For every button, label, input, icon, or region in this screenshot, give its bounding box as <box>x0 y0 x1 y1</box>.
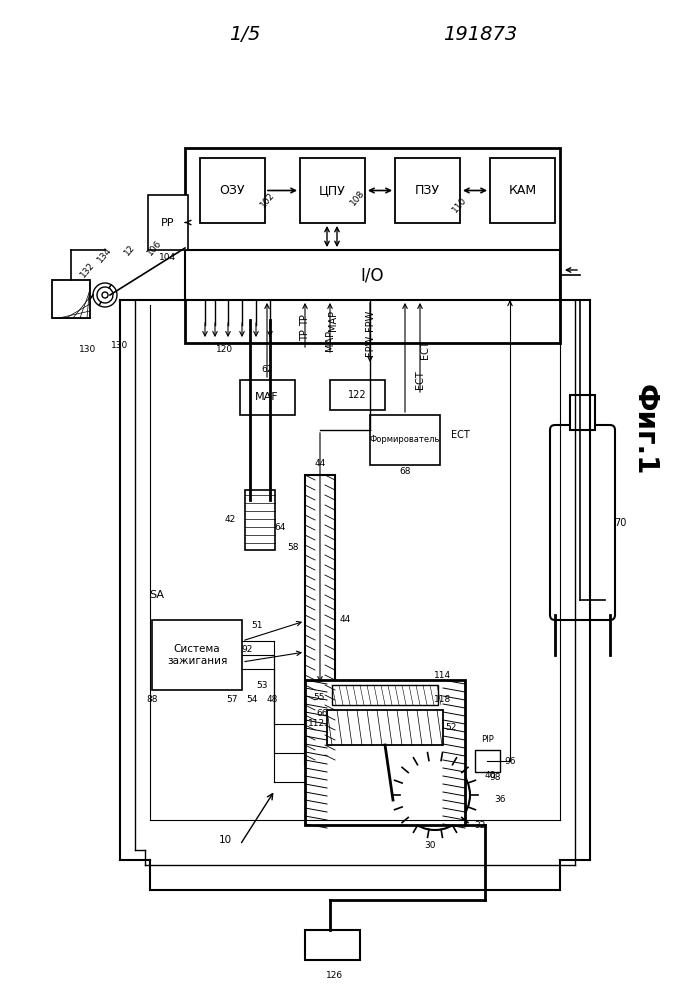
Text: 51: 51 <box>251 620 262 629</box>
Text: ECT: ECT <box>415 371 425 390</box>
Circle shape <box>102 292 108 298</box>
Text: 53: 53 <box>256 680 267 689</box>
Text: 70: 70 <box>614 517 626 527</box>
Bar <box>332 685 438 705</box>
Text: 10: 10 <box>218 835 232 845</box>
Text: Формирователь: Формирователь <box>370 436 440 445</box>
Bar <box>327 710 443 745</box>
Text: 40: 40 <box>484 770 496 779</box>
Text: КАМ: КАМ <box>508 184 537 197</box>
Text: I/O: I/O <box>360 266 384 284</box>
Text: 32: 32 <box>475 820 486 829</box>
Text: 42: 42 <box>225 515 236 524</box>
FancyBboxPatch shape <box>550 425 615 620</box>
Text: 58: 58 <box>287 543 299 552</box>
Text: 92: 92 <box>241 645 253 654</box>
Wedge shape <box>93 283 111 306</box>
Text: 1/5: 1/5 <box>230 26 260 45</box>
Bar <box>240 380 295 415</box>
Bar <box>185 148 560 343</box>
Text: 110: 110 <box>451 196 469 215</box>
Text: 104: 104 <box>160 254 176 263</box>
Text: 88: 88 <box>146 695 158 704</box>
Text: 130: 130 <box>79 346 97 355</box>
Bar <box>475 750 500 772</box>
Text: 130: 130 <box>111 341 129 350</box>
Bar <box>305 475 335 765</box>
Text: 96: 96 <box>504 756 516 765</box>
Text: 44: 44 <box>314 459 326 468</box>
Bar <box>305 680 465 825</box>
Text: ОЗУ: ОЗУ <box>220 184 245 197</box>
Bar <box>245 490 275 550</box>
Text: ECT: ECT <box>420 341 430 360</box>
Text: PIP: PIP <box>481 735 493 744</box>
Text: 98: 98 <box>489 773 500 782</box>
Bar <box>570 395 595 430</box>
Text: MAF: MAF <box>256 392 279 402</box>
Text: FPW: FPW <box>365 335 375 356</box>
Text: TP: TP <box>300 329 310 341</box>
Text: MAP: MAP <box>325 330 335 351</box>
Text: Фиг.1: Фиг.1 <box>631 385 659 476</box>
Text: TP: TP <box>300 314 310 326</box>
Bar <box>185 250 560 300</box>
Text: 36: 36 <box>494 795 505 804</box>
Text: 66: 66 <box>316 708 328 717</box>
Text: ПЗУ: ПЗУ <box>415 184 440 197</box>
Text: 122: 122 <box>348 390 366 400</box>
Text: 191873: 191873 <box>443 26 517 45</box>
Text: 64: 64 <box>274 522 286 531</box>
Text: 62: 62 <box>261 366 273 375</box>
Text: FPW: FPW <box>365 310 375 331</box>
Text: 112: 112 <box>309 718 326 727</box>
Text: 126: 126 <box>326 970 344 979</box>
Text: 57: 57 <box>226 695 238 704</box>
Bar <box>152 620 242 690</box>
Text: Система
зажигания: Система зажигания <box>167 644 228 665</box>
Text: 55: 55 <box>314 693 325 702</box>
Text: 68: 68 <box>399 468 411 477</box>
Text: 106: 106 <box>146 239 164 258</box>
Bar <box>395 158 460 223</box>
Text: 48: 48 <box>266 695 278 704</box>
Bar <box>200 158 265 223</box>
Bar <box>305 930 360 960</box>
Bar <box>330 380 385 410</box>
Text: ЦПУ: ЦПУ <box>319 184 346 197</box>
Bar <box>52 280 90 318</box>
Text: 102: 102 <box>259 191 277 210</box>
Text: 120: 120 <box>216 346 234 355</box>
Text: 30: 30 <box>424 840 435 849</box>
Wedge shape <box>99 285 117 307</box>
Text: 118: 118 <box>435 695 452 704</box>
Text: 12: 12 <box>123 243 137 258</box>
Text: 108: 108 <box>349 189 367 208</box>
Text: PP: PP <box>161 218 175 228</box>
Text: ECT: ECT <box>451 430 470 440</box>
Bar <box>300 158 365 223</box>
Bar <box>148 195 188 250</box>
Text: MAP: MAP <box>328 310 338 331</box>
Text: 134: 134 <box>96 246 114 265</box>
Text: SA: SA <box>150 590 164 600</box>
Bar <box>370 415 440 465</box>
Text: 44: 44 <box>340 615 351 624</box>
Bar <box>490 158 555 223</box>
Text: 52: 52 <box>445 723 456 732</box>
Text: 132: 132 <box>79 261 97 280</box>
Text: 114: 114 <box>435 670 452 679</box>
Text: 54: 54 <box>246 695 258 704</box>
